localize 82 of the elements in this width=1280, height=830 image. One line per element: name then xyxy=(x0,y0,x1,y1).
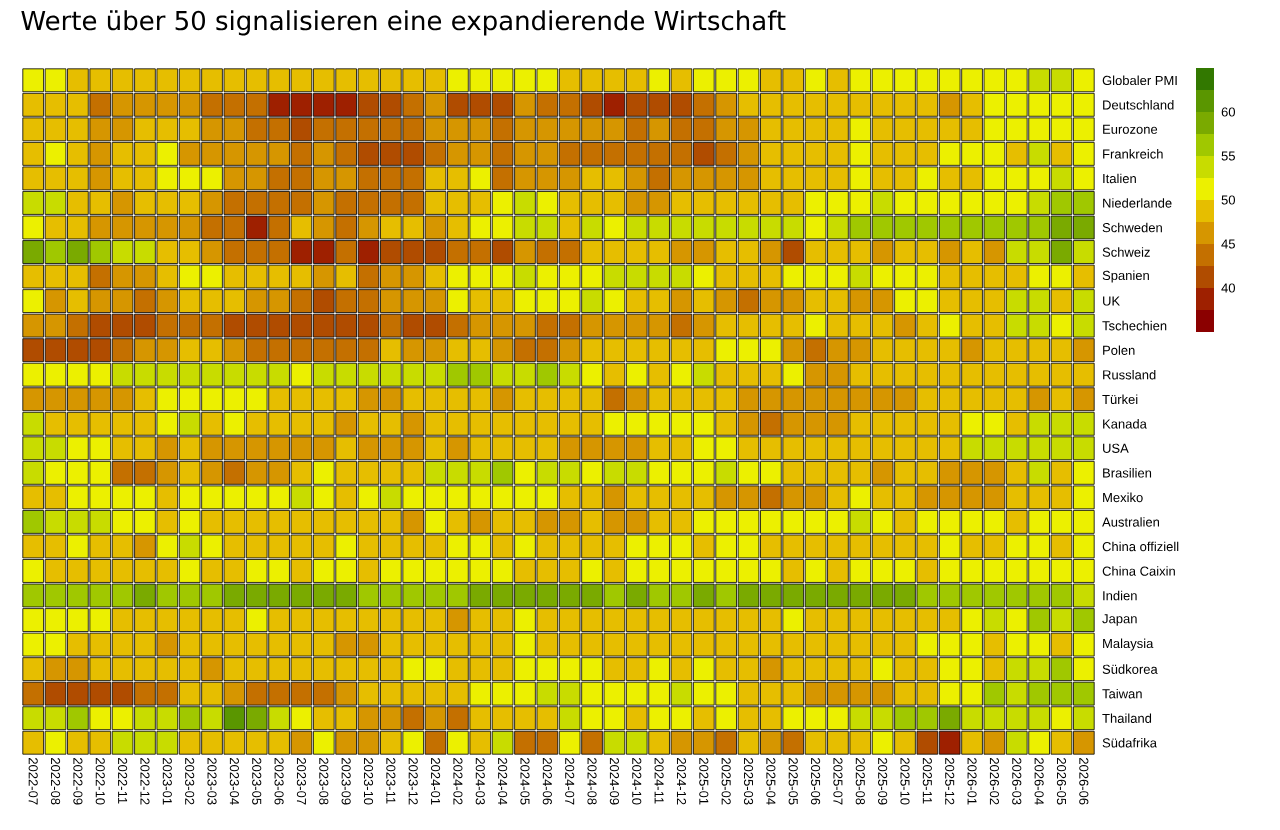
y-tick-label: Niederlande xyxy=(1103,198,1172,208)
y-tick-label: Eurozone xyxy=(1103,124,1158,134)
x-tick-label: 2025-03 xyxy=(743,758,754,805)
x-tick-label: 2026-01 xyxy=(967,758,977,805)
x-tick-label: 2023-08 xyxy=(319,758,329,805)
color-bar-label: 45 xyxy=(1221,239,1235,249)
y-tick-label: Australien xyxy=(1102,517,1159,527)
x-tick-label: 2024-12 xyxy=(676,758,687,805)
y-tick-label: Deutschland xyxy=(1103,100,1174,110)
x-tick-label: 2022-12 xyxy=(140,758,150,805)
y-tick-label: USA xyxy=(1103,443,1129,453)
y-tick-label: Thailand xyxy=(1102,713,1152,723)
x-tick-label: 2026-05 xyxy=(1056,758,1067,805)
x-tick-label: 2025-06 xyxy=(810,758,821,805)
x-tick-label: 2023-06 xyxy=(274,758,284,805)
x-tick-label: 2025-02 xyxy=(721,758,731,805)
y-tick-label: Malaysia xyxy=(1103,638,1154,651)
x-tick-label: 2024-09 xyxy=(609,758,619,805)
x-tick-label: 2023-04 xyxy=(229,758,239,805)
y-tick-label: Frankreich xyxy=(1103,149,1163,159)
y-tick-label: Globaler PMI xyxy=(1102,75,1177,86)
x-tick-label: 2025-07 xyxy=(833,758,843,805)
y-tick-label: UK xyxy=(1103,296,1120,306)
y-tick-label: Russland xyxy=(1103,369,1156,380)
color-bar-label: 50 xyxy=(1221,195,1236,205)
x-tick-label: 2025-01 xyxy=(699,758,709,805)
x-tick-label: 2024-06 xyxy=(542,758,552,805)
x-tick-label: 2022-08 xyxy=(50,758,61,805)
x-tick-label: 2025-12 xyxy=(945,758,955,805)
y-tick-label: Tschechien xyxy=(1102,320,1167,331)
y-tick-label: China offiziell xyxy=(1102,541,1179,552)
x-tick-label: 2023-02 xyxy=(185,758,195,805)
x-tick-label: 2022-09 xyxy=(73,758,83,805)
y-tick-label: Indien xyxy=(1103,590,1137,601)
x-tick-label: 2024-02 xyxy=(453,758,463,805)
y-tick-label: Mexiko xyxy=(1103,492,1143,503)
x-tick-label: 2023-03 xyxy=(207,758,217,805)
chart-title: Werte über 50 signalisieren eine expandierende Wirtschaft xyxy=(21,10,786,36)
y-tick-label: Brasilien xyxy=(1103,468,1152,478)
color-bar-label: 40 xyxy=(1221,283,1236,293)
x-tick-label: 2024-04 xyxy=(498,758,508,805)
x-tick-label: 2023-01 xyxy=(162,758,172,805)
x-tick-label: 2024-05 xyxy=(520,758,530,805)
x-tick-label: 2026-04 xyxy=(1034,758,1044,805)
x-tick-label: 2024-10 xyxy=(632,758,642,805)
x-tick-label: 2025-09 xyxy=(878,758,888,805)
x-tick-label: 2026-03 xyxy=(1012,758,1022,805)
x-tick-label: 2022-07 xyxy=(28,758,38,805)
x-tick-label: 2023-11 xyxy=(386,758,396,804)
color-bar-label: 60 xyxy=(1221,107,1236,117)
y-tick-label: Kanada xyxy=(1103,419,1147,429)
x-tick-label: 2026-06 xyxy=(1079,758,1089,805)
y-tick-label: Polen xyxy=(1103,345,1135,355)
x-tick-label: 2024-07 xyxy=(565,758,575,805)
x-tick-label: 2024-08 xyxy=(587,758,597,805)
y-tick-label: Italien xyxy=(1103,173,1136,184)
x-tick-label: 2024-01 xyxy=(430,758,441,805)
y-tick-label: Japan xyxy=(1102,614,1137,626)
x-tick-label: 2023-12 xyxy=(408,758,418,805)
x-tick-label: 2022-10 xyxy=(95,758,105,805)
x-tick-label: 2025-04 xyxy=(766,758,776,805)
color-bar-label: 55 xyxy=(1221,151,1235,161)
y-tick-label: Südkorea xyxy=(1102,664,1158,674)
y-tick-label: Türkei xyxy=(1102,394,1138,404)
y-tick-label: Schweiz xyxy=(1102,247,1150,257)
x-tick-label: 2025-08 xyxy=(855,758,865,805)
x-tick-label: 2024-03 xyxy=(475,758,485,805)
x-tick-label: 2024-11 xyxy=(654,758,664,804)
x-tick-label: 2026-02 xyxy=(989,758,999,805)
y-tick-label: Südafrika xyxy=(1102,737,1157,748)
x-tick-label: 2023-10 xyxy=(363,758,374,805)
x-tick-label: 2023-07 xyxy=(296,758,307,805)
x-tick-label: 2023-09 xyxy=(341,758,351,805)
x-tick-label: 2025-10 xyxy=(900,758,910,805)
y-tick-label: Spanien xyxy=(1102,270,1149,283)
y-tick-label: Taiwan xyxy=(1102,688,1142,699)
y-tick-label: Schweden xyxy=(1102,222,1162,233)
x-tick-label: 2025-05 xyxy=(788,758,798,805)
x-tick-label: 2025-11 xyxy=(922,758,932,804)
x-tick-label: 2023-05 xyxy=(252,758,262,805)
x-tick-label: 2022-11 xyxy=(118,758,128,804)
y-tick-label: China Caixin xyxy=(1102,566,1175,576)
